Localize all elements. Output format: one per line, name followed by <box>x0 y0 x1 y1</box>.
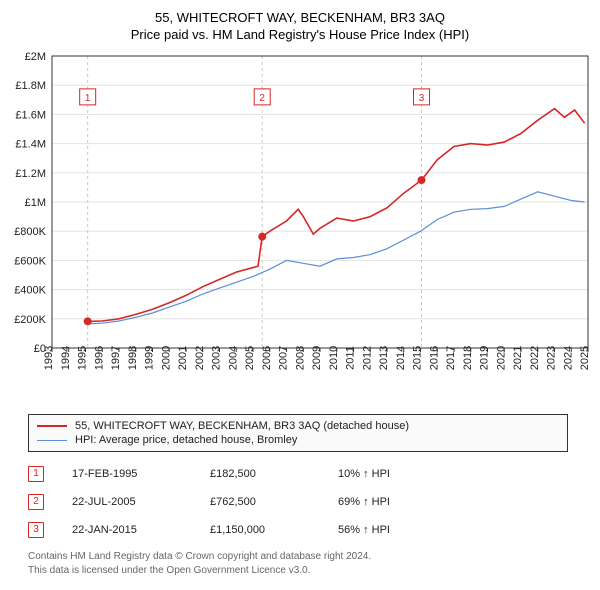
x-tick-label: 2021 <box>512 346 524 370</box>
x-tick-label: 2013 <box>378 346 390 370</box>
legend-label: 55, WHITECROFT WAY, BECKENHAM, BR3 3AQ (… <box>75 420 409 432</box>
x-tick-label: 2006 <box>261 346 273 370</box>
sale-point <box>418 176 426 184</box>
x-tick-label: 1999 <box>144 346 156 370</box>
x-tick-label: 2014 <box>395 346 407 370</box>
legend-box: 55, WHITECROFT WAY, BECKENHAM, BR3 3AQ (… <box>28 414 568 452</box>
x-tick-label: 2024 <box>562 346 574 370</box>
y-tick-label: £1.8M <box>15 80 46 92</box>
sale-badge-number: 1 <box>85 93 91 104</box>
legend-item: 55, WHITECROFT WAY, BECKENHAM, BR3 3AQ (… <box>37 419 559 433</box>
x-tick-label: 2017 <box>445 346 457 370</box>
sale-event-price: £182,500 <box>210 468 310 480</box>
legend-swatch <box>37 425 67 427</box>
y-tick-label: £800K <box>14 226 46 238</box>
sale-point <box>258 233 266 241</box>
sale-events-table: 1 17-FEB-1995 £182,500 10% ↑ HPI 2 22-JUL-200… <box>28 460 568 544</box>
y-tick-label: £2M <box>25 51 46 63</box>
x-tick-label: 2004 <box>227 346 239 370</box>
attribution-footer: Contains HM Land Registry data © Crown c… <box>28 550 568 577</box>
x-tick-label: 2020 <box>495 346 507 370</box>
y-tick-label: £1.4M <box>15 139 46 151</box>
x-tick-label: 2003 <box>211 346 223 370</box>
x-tick-label: 1998 <box>127 346 139 370</box>
y-tick-label: £200K <box>14 314 46 326</box>
x-tick-label: 2025 <box>579 346 591 370</box>
x-tick-label: 2009 <box>311 346 323 370</box>
x-tick-label: 2010 <box>328 346 340 370</box>
legend-label: HPI: Average price, detached house, Brom… <box>75 434 297 446</box>
sale-event-date: 17-FEB-1995 <box>72 468 182 480</box>
sale-event-row: 1 17-FEB-1995 £182,500 10% ↑ HPI <box>28 460 568 488</box>
x-tick-label: 2019 <box>479 346 491 370</box>
x-tick-label: 2015 <box>412 346 424 370</box>
x-tick-label: 2011 <box>345 346 357 370</box>
x-tick-label: 2007 <box>278 346 290 370</box>
sale-event-delta: 56% ↑ HPI <box>338 524 468 536</box>
figure-container: 55, WHITECROFT WAY, BECKENHAM, BR3 3AQ P… <box>0 0 600 577</box>
x-tick-label: 2001 <box>177 346 189 370</box>
sale-badge-number: 2 <box>259 93 265 104</box>
x-tick-label: 2005 <box>244 346 256 370</box>
sale-event-badge: 3 <box>28 522 44 538</box>
x-tick-label: 2023 <box>546 346 558 370</box>
footer-line-licence: This data is licensed under the Open Gov… <box>28 564 568 578</box>
x-tick-label: 2018 <box>462 346 474 370</box>
x-tick-label: 1996 <box>93 346 105 370</box>
y-tick-label: £400K <box>14 285 46 297</box>
x-tick-label: 2012 <box>361 346 373 370</box>
sale-event-row: 3 22-JAN-2015 £1,150,000 56% ↑ HPI <box>28 516 568 544</box>
x-tick-label: 2016 <box>428 346 440 370</box>
sale-event-badge: 2 <box>28 494 44 510</box>
x-tick-label: 1995 <box>77 346 89 370</box>
x-tick-label: 2008 <box>294 346 306 370</box>
sale-event-price: £1,150,000 <box>210 524 310 536</box>
y-tick-label: £1.2M <box>15 168 46 180</box>
sale-event-delta: 69% ↑ HPI <box>338 496 468 508</box>
sale-event-price: £762,500 <box>210 496 310 508</box>
x-tick-label: 2002 <box>194 346 206 370</box>
x-tick-label: 2000 <box>160 346 172 370</box>
legend-swatch <box>37 440 67 441</box>
x-tick-label: 1994 <box>60 346 72 370</box>
sale-event-badge: 1 <box>28 466 44 482</box>
sale-event-date: 22-JAN-2015 <box>72 524 182 536</box>
chart-svg: £0£200K£400K£600K£800K£1M£1.2M£1.4M£1.6M… <box>0 48 600 408</box>
sale-badge-number: 3 <box>419 93 425 104</box>
chart-title-address: 55, WHITECROFT WAY, BECKENHAM, BR3 3AQ <box>0 10 600 25</box>
sale-event-date: 22-JUL-2005 <box>72 496 182 508</box>
x-tick-label: 2022 <box>529 346 541 370</box>
sale-event-row: 2 22-JUL-2005 £762,500 69% ↑ HPI <box>28 488 568 516</box>
sale-point <box>84 317 92 325</box>
legend-item: HPI: Average price, detached house, Brom… <box>37 433 559 447</box>
footer-line-copyright: Contains HM Land Registry data © Crown c… <box>28 550 568 564</box>
y-tick-label: £600K <box>14 255 46 267</box>
y-tick-label: £1.6M <box>15 109 46 121</box>
x-tick-label: 1997 <box>110 346 122 370</box>
x-tick-label: 1993 <box>43 346 55 370</box>
sale-event-delta: 10% ↑ HPI <box>338 468 468 480</box>
chart-title-subtitle: Price paid vs. HM Land Registry's House … <box>0 27 600 42</box>
y-tick-label: £1M <box>25 197 46 209</box>
chart-area: £0£200K£400K£600K£800K£1M£1.2M£1.4M£1.6M… <box>0 48 600 408</box>
